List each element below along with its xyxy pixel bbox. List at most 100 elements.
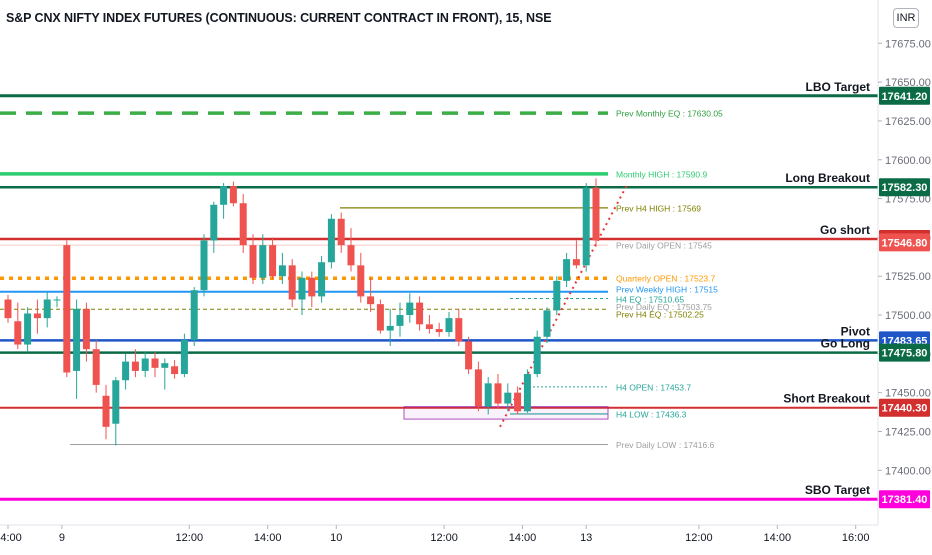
candle xyxy=(171,360,179,379)
candle xyxy=(249,234,257,284)
candle-body xyxy=(43,299,51,319)
candle xyxy=(543,307,551,343)
candle-body xyxy=(200,240,208,291)
candle xyxy=(298,271,306,316)
candle-body xyxy=(504,392,512,404)
time-tick-label: 14:00 xyxy=(254,532,282,544)
candle-body xyxy=(288,265,296,300)
candle xyxy=(102,384,110,440)
price-tick-label: 17500.00 xyxy=(885,310,931,322)
price-tick-label: 17525.00 xyxy=(885,271,931,283)
price-tick-label: 17450.00 xyxy=(885,388,931,400)
price-badge: 17440.30 xyxy=(879,398,930,417)
candle xyxy=(425,315,433,334)
candle-body xyxy=(210,204,218,241)
candle xyxy=(92,339,100,393)
price-badge: 17546.80 xyxy=(879,233,930,252)
candle-body xyxy=(582,187,590,266)
candle xyxy=(122,353,130,390)
level-label: Short Breakout xyxy=(783,392,870,406)
annotation-label: Prev Weekly HIGH : 17515 xyxy=(616,285,718,295)
candle-body xyxy=(229,186,237,204)
candle xyxy=(33,299,41,334)
candle-body xyxy=(572,259,580,266)
candle-body xyxy=(494,383,502,404)
candle xyxy=(337,212,345,253)
price-tick-label: 17600.00 xyxy=(885,155,931,167)
candle-body xyxy=(484,383,492,407)
candle-body xyxy=(592,187,600,241)
candle-body xyxy=(239,203,247,246)
price-badge-bg xyxy=(879,178,930,197)
candle-body xyxy=(298,277,306,300)
candle-body xyxy=(318,262,326,297)
price-badge-bg xyxy=(879,233,930,252)
candle xyxy=(63,240,71,378)
candle-body xyxy=(151,358,159,368)
price-badge-label: 17546.80 xyxy=(882,237,928,249)
price-axis: 17675.00 17650.00 17625.00 17600.00 17575.00… xyxy=(877,0,931,525)
candle-body xyxy=(337,218,345,246)
candle-body xyxy=(63,245,71,373)
candle xyxy=(73,299,81,399)
candle-body xyxy=(53,299,61,301)
candle-body xyxy=(376,304,384,331)
candle-body xyxy=(553,280,561,311)
candle-body xyxy=(416,302,424,325)
time-tick-label: 12:00 xyxy=(685,532,713,544)
candle-body xyxy=(4,299,12,319)
candle xyxy=(455,308,463,347)
candle xyxy=(308,271,316,308)
candle-body xyxy=(141,358,149,371)
time-tick-label: 14:00 xyxy=(764,532,792,544)
candle-body xyxy=(190,290,198,340)
candle-body xyxy=(112,380,120,424)
candle-body xyxy=(474,369,482,407)
candle-body xyxy=(220,186,228,205)
annotation-label: H4 OPEN : 17453.7 xyxy=(616,382,691,392)
candle-body xyxy=(533,336,541,375)
price-tick-label: 17625.00 xyxy=(885,116,931,128)
candle xyxy=(161,358,169,390)
price-badge-bg xyxy=(879,398,930,417)
candle-body xyxy=(24,313,32,345)
candle xyxy=(43,291,51,328)
level-label: Go Long xyxy=(821,337,870,351)
h4-range-box xyxy=(403,406,609,420)
candle-body xyxy=(465,341,473,370)
time-tick-label: 14:00 xyxy=(509,532,537,544)
candle-body xyxy=(161,363,169,368)
candle xyxy=(53,296,61,308)
price-tick-label: 17425.00 xyxy=(885,426,931,438)
candle xyxy=(357,252,365,303)
candle xyxy=(553,276,561,316)
level-label: Go short xyxy=(820,223,870,237)
currency-badge[interactable]: INR xyxy=(893,8,919,28)
candle-body xyxy=(396,315,404,326)
candle xyxy=(592,178,600,247)
annotations: Prev Monthly EQ : 17630.05 Monthly HIGH :… xyxy=(616,109,723,450)
annotation-label: Quarterly OPEN : 17523.7 xyxy=(616,274,715,284)
candle xyxy=(288,259,296,308)
time-tick-label: 16:00 xyxy=(842,532,870,544)
annotation-label: Monthly HIGH : 17590.9 xyxy=(616,169,707,179)
price-badge-label: 17475.80 xyxy=(882,348,928,360)
candle xyxy=(494,374,502,409)
candle xyxy=(278,252,286,284)
candle xyxy=(514,386,522,415)
candle xyxy=(504,383,512,412)
candle xyxy=(131,349,139,378)
candle xyxy=(220,183,228,219)
price-tick-label: 17675.00 xyxy=(885,38,931,50)
candle-body xyxy=(514,392,522,412)
candle-body xyxy=(122,361,130,381)
candle xyxy=(484,377,492,415)
candle-body xyxy=(406,302,414,316)
time-tick-label: 14:00 xyxy=(0,532,22,544)
candle xyxy=(376,299,384,334)
price-badge-bg xyxy=(879,86,930,105)
annotation-label: H4 EQ : 17510.65 xyxy=(616,294,684,304)
